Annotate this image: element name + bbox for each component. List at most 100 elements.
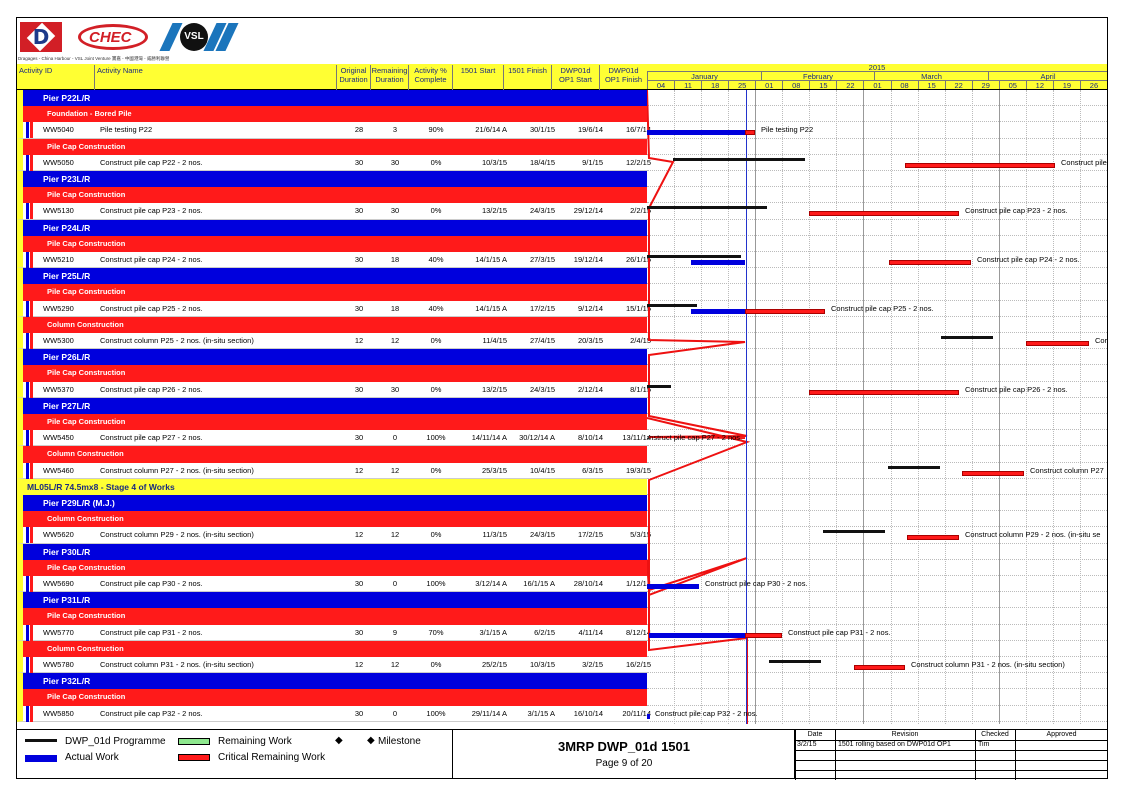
pier-group-row[interactable]: Pier P31L/R [17, 592, 1107, 609]
cell-od: 30 [354, 157, 364, 167]
legend-remaining-swatch [178, 738, 210, 745]
gantt-row [647, 544, 1107, 560]
col-finish[interactable]: 1501 Finish [503, 65, 551, 90]
programme-bar[interactable] [769, 660, 821, 663]
wbs-group-row[interactable]: Column Construction [17, 511, 1107, 528]
wbs-group-row[interactable]: Pile Cap Construction [17, 559, 1107, 576]
col-original-duration[interactable]: Original Duration [336, 65, 370, 90]
cell-finish: 30/1/15 [529, 125, 555, 135]
pier-group-row[interactable]: Pier P22L/R [17, 90, 1107, 107]
table-row[interactable]: WW5780 Construct column P31 - 2 nos. (in-… [17, 657, 1107, 674]
wbs-group-row[interactable]: Column Construction [17, 316, 1107, 333]
pier-group-row[interactable]: Pier P23L/R [17, 171, 1107, 188]
table-row[interactable]: WW5620 Construct column P29 - 2 nos. (in-… [17, 527, 1107, 544]
actual-bar[interactable] [647, 584, 699, 589]
col-start[interactable]: 1501 Start [452, 65, 503, 90]
programme-bar[interactable] [823, 530, 885, 534]
pier-group-row[interactable]: Pier P27L/R [17, 397, 1107, 414]
critical-bar[interactable] [889, 260, 971, 265]
wbs-group-row[interactable]: Pile Cap Construction [17, 365, 1107, 382]
cell-start: 14/11/14 A [471, 433, 507, 443]
wbs-group-row[interactable]: Pile Cap Construction [17, 414, 1107, 431]
gantt-row [647, 592, 1107, 609]
table-row[interactable]: WW5850 Construct pile cap P32 - 2 nos. 30 0… [17, 705, 1107, 722]
table-row[interactable]: WW5040 Pile testing P22 28 3 90% 21/6/14 A 30/… [17, 122, 1107, 139]
chec-logo: CHEC [78, 24, 148, 50]
critical-bar[interactable] [907, 535, 959, 541]
programme-bar[interactable] [888, 465, 940, 469]
critical-bar[interactable] [854, 665, 905, 670]
gantt-row [647, 90, 1107, 107]
cell-pct: 0% [430, 660, 442, 669]
table-row[interactable]: WW5300 Construct column P25 - 2 nos. (in-… [17, 333, 1107, 350]
cell-name: Construct column P25 - 2 nos. (in-situ s… [100, 336, 254, 345]
wbs-group-row[interactable]: Pile Cap Construction [17, 284, 1107, 301]
cell-op_s: 19/6/14 [577, 125, 603, 135]
wbs-group-row[interactable]: Column Construction [17, 446, 1107, 463]
critical-bar[interactable] [962, 470, 1024, 476]
wbs-group-row[interactable]: Pile Cap Construction [17, 608, 1107, 625]
cell-name: Pile testing P22 [100, 125, 153, 135]
col-activity-complete[interactable]: Activity % Complete [408, 65, 452, 90]
table-row[interactable]: WW5690 Construct pile cap P30 - 2 nos. 30 0… [17, 576, 1107, 593]
programme-bar[interactable] [941, 336, 993, 339]
pier-group-row[interactable]: Pier P26L/R [17, 349, 1107, 366]
cell-name: Construct column P27 - 2 nos. (in-situ s… [100, 465, 254, 475]
actual-bar[interactable] [691, 260, 745, 265]
table-row[interactable]: WW5450 Construct pile cap P27 - 2 nos. 30 0… [17, 430, 1107, 447]
critical-bar[interactable] [905, 162, 1055, 168]
cell-rd: 18 [390, 255, 400, 264]
row-label: Pier P30L/R [17, 543, 647, 560]
col-activity-id[interactable]: Activity ID [19, 66, 53, 75]
table-row[interactable]: WW5210 Construct pile cap P24 - 2 nos. 30 1… [17, 252, 1107, 269]
actual-bar[interactable] [647, 713, 650, 719]
pier-group-row[interactable]: Pier P29L/R (M.J.) [17, 495, 1107, 512]
stage-group-row[interactable]: ML05L/R 74.5mx8 - Stage 4 of Works [17, 478, 1107, 495]
wbs-group-row[interactable]: Column Construction [17, 640, 1107, 657]
col-op1-finish[interactable]: DWP01d OP1 Finish [599, 65, 647, 90]
table-row[interactable]: WW5460 Construct column P27 - 2 nos. (in-… [17, 462, 1107, 479]
row-label: Pile Cap Construction [17, 187, 647, 204]
data-date-line [746, 90, 747, 724]
gantt-row [647, 106, 1107, 123]
wbs-group-row[interactable]: Pile Cap Construction [17, 138, 1107, 155]
cell-id: WW5620 [43, 530, 74, 540]
pier-group-row[interactable]: Pier P32L/R [17, 673, 1107, 690]
cell-id: WW5050 [43, 157, 74, 167]
wbs-group-row[interactable]: Foundation - Bored Pile [17, 106, 1107, 123]
table-row[interactable]: WW5290 Construct pile cap P25 - 2 nos. 30 1… [17, 300, 1107, 317]
actual-bar[interactable] [691, 308, 745, 314]
critical-bar[interactable] [745, 130, 755, 136]
table-row[interactable]: WW5130 Construct pile cap P23 - 2 nos. 30 3… [17, 203, 1107, 220]
critical-bar[interactable] [809, 389, 959, 395]
programme-bar[interactable] [673, 157, 805, 161]
col-remaining-duration[interactable]: Remaining Duration [370, 65, 408, 90]
col-activity-name[interactable]: Activity Name [94, 65, 336, 90]
col-op1-start[interactable]: DWP01d OP1 Start [551, 65, 599, 90]
table-row[interactable]: WW5370 Construct pile cap P26 - 2 nos. 30 3… [17, 381, 1107, 398]
wbs-group-row[interactable]: Pile Cap Construction [17, 187, 1107, 204]
programme-bar[interactable] [647, 206, 767, 210]
critical-bar[interactable] [745, 308, 825, 314]
critical-bar[interactable] [809, 211, 959, 217]
pier-group-row[interactable]: Pier P30L/R [17, 543, 1107, 560]
programme-bar[interactable] [647, 384, 671, 388]
table-row[interactable]: WW5050 Construct pile cap P22 - 2 nos. 30 3… [17, 154, 1107, 171]
activity-table: Pier P22L/R Foundation - Bored Pile WW5040… [17, 90, 1107, 724]
pier-group-row[interactable]: Pier P24L/R [17, 219, 1107, 236]
actual-bar[interactable] [649, 632, 745, 638]
critical-bar[interactable] [1026, 341, 1089, 346]
programme-bar[interactable] [647, 255, 741, 258]
table-row[interactable]: WW5770 Construct pile cap P31 - 2 nos. 30 9… [17, 624, 1107, 641]
actual-bar[interactable] [647, 130, 745, 136]
gantt-gridline [1025, 90, 1027, 724]
wbs-group-row[interactable]: Pile Cap Construction [17, 235, 1107, 252]
critical-bar[interactable] [745, 632, 782, 638]
legend-actual-swatch [25, 755, 57, 762]
wbs-group-row[interactable]: Pile Cap Construction [17, 689, 1107, 706]
cell-od: 12 [354, 465, 364, 475]
cell-op_f: 1/12/14 [625, 579, 651, 588]
programme-bar[interactable] [647, 303, 697, 307]
row-label: Column Construction [17, 446, 647, 463]
pier-group-row[interactable]: Pier P25L/R [17, 268, 1107, 285]
